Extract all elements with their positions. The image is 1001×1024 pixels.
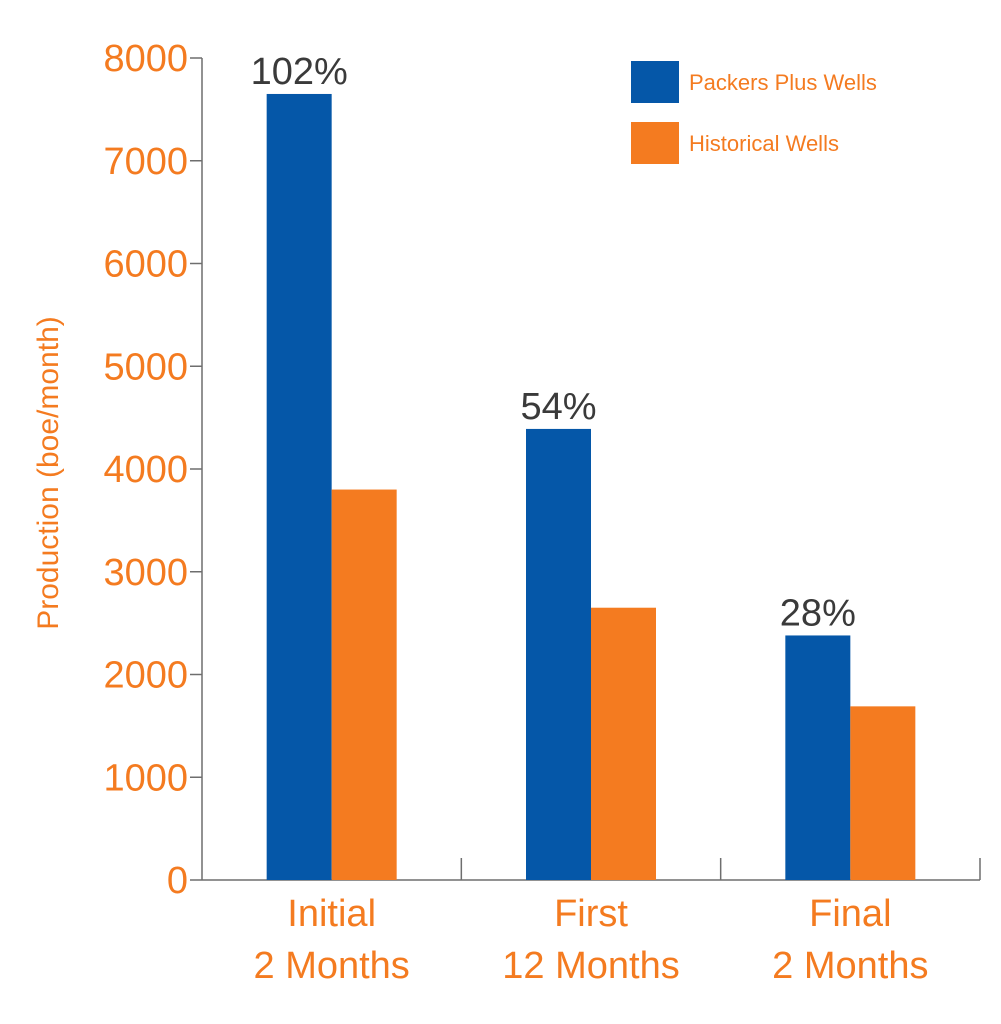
y-tick-label: 0 (167, 860, 188, 902)
axes: 0 1000 2000 3000 4000 5000 6000 7000 8000 Product… (32, 38, 981, 902)
x-tick-label: 2 Months (772, 945, 928, 987)
x-tick-label: Initial (287, 893, 376, 935)
y-axis-title: Production (boe/month) (32, 316, 65, 630)
bar-historical-2 (850, 706, 916, 880)
bar-packers-plus-2 (785, 635, 851, 880)
legend-swatch (631, 122, 679, 164)
y-tick-label: 4000 (103, 449, 188, 491)
bar-historical-1 (591, 607, 656, 880)
legend-label: Packers Plus Wells (689, 70, 877, 95)
y-tick-label: 6000 (103, 244, 188, 286)
x-tick-label: Final (809, 893, 891, 935)
y-tick-label: 5000 (103, 346, 188, 388)
bars (266, 93, 916, 880)
x-tick-label: 12 Months (502, 945, 679, 987)
bar-packers-plus-0 (266, 93, 332, 880)
y-tick-label: 7000 (103, 141, 188, 183)
legend-label: Historical Wells (689, 131, 839, 156)
bar-packers-plus-1 (526, 428, 591, 880)
x-tick-label: 2 Months (254, 945, 410, 987)
bar-historical-0 (331, 489, 397, 880)
bar-annotation: 28% (780, 592, 856, 634)
labels: 102% Initial 2 Months 54% First 12 Months 28% F… (251, 51, 929, 987)
y-tick-label: 3000 (103, 552, 188, 594)
y-tick-label: 2000 (103, 655, 188, 697)
bar-annotation: 54% (520, 386, 596, 428)
legend-swatch (631, 61, 679, 103)
y-tick-label: 8000 (103, 38, 188, 80)
legend: Packers Plus Wells Historical Wells (631, 61, 877, 164)
y-tick-label: 1000 (103, 757, 188, 799)
x-tick-label: First (554, 893, 628, 935)
bar-annotation: 102% (251, 51, 348, 93)
